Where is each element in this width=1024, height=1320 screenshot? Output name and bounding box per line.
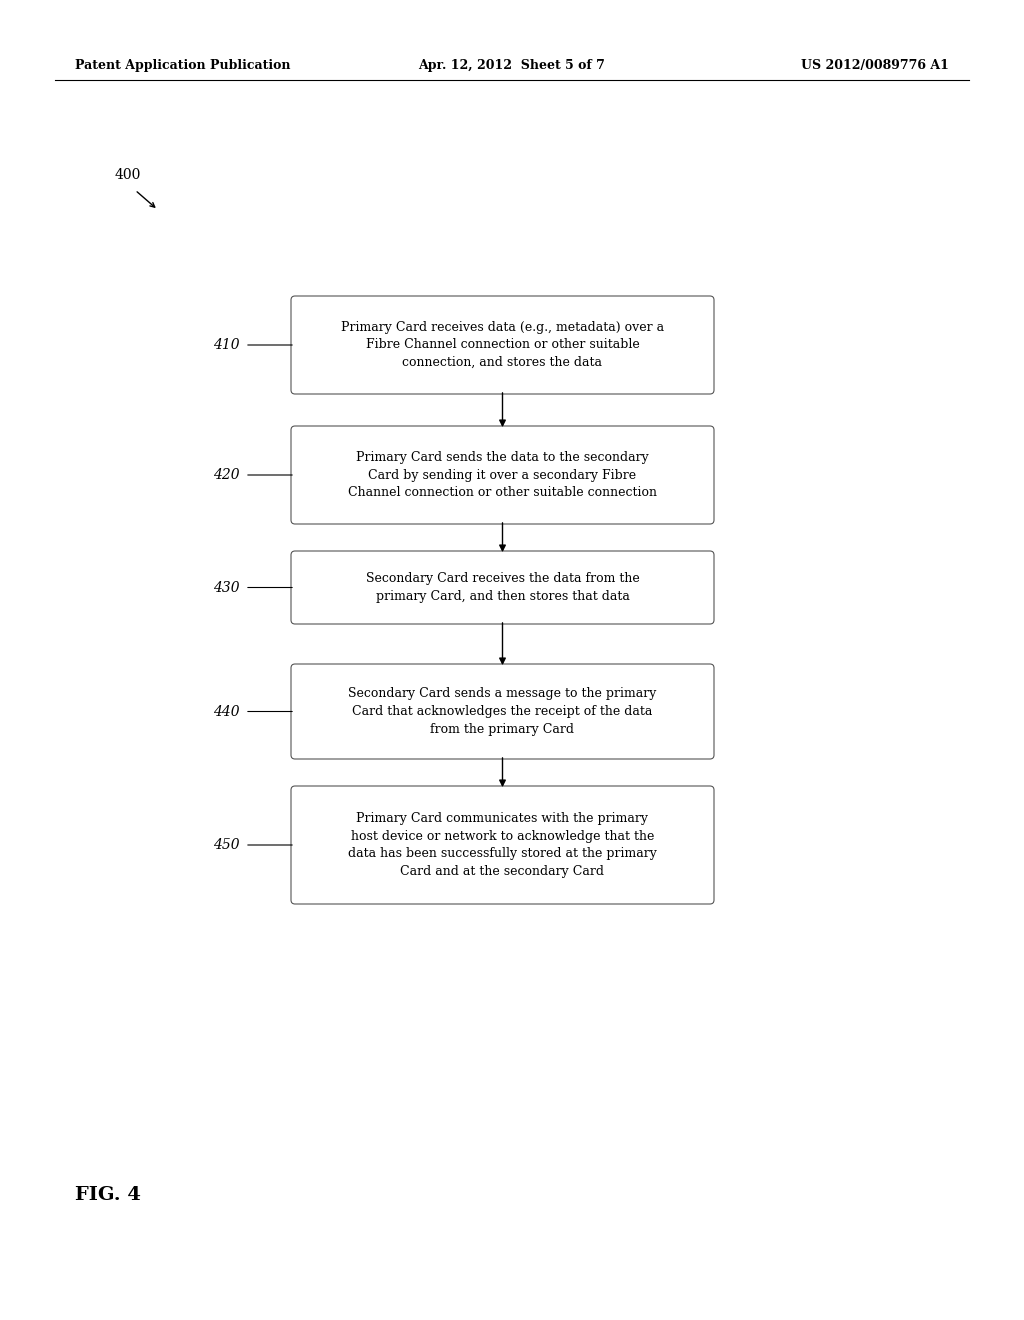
FancyBboxPatch shape bbox=[291, 664, 714, 759]
Text: Primary Card sends the data to the secondary
Card by sending it over a secondary: Primary Card sends the data to the secon… bbox=[348, 451, 657, 499]
Text: 400: 400 bbox=[115, 168, 141, 182]
FancyBboxPatch shape bbox=[291, 296, 714, 393]
Text: Secondary Card sends a message to the primary
Card that acknowledges the receipt: Secondary Card sends a message to the pr… bbox=[348, 688, 656, 735]
Text: Primary Card communicates with the primary
host device or network to acknowledge: Primary Card communicates with the prima… bbox=[348, 812, 657, 878]
Text: Secondary Card receives the data from the
primary Card, and then stores that dat: Secondary Card receives the data from th… bbox=[366, 573, 639, 603]
Text: Patent Application Publication: Patent Application Publication bbox=[75, 58, 291, 71]
FancyBboxPatch shape bbox=[291, 785, 714, 904]
Text: Primary Card receives data (e.g., metadata) over a
Fibre Channel connection or o: Primary Card receives data (e.g., metada… bbox=[341, 321, 664, 370]
Text: 410: 410 bbox=[213, 338, 240, 352]
FancyBboxPatch shape bbox=[291, 426, 714, 524]
Text: 440: 440 bbox=[213, 705, 240, 718]
Text: FIG. 4: FIG. 4 bbox=[75, 1185, 141, 1204]
Text: 450: 450 bbox=[213, 838, 240, 851]
Text: Apr. 12, 2012  Sheet 5 of 7: Apr. 12, 2012 Sheet 5 of 7 bbox=[419, 58, 605, 71]
FancyBboxPatch shape bbox=[291, 550, 714, 624]
Text: 430: 430 bbox=[213, 581, 240, 594]
Text: 420: 420 bbox=[213, 469, 240, 482]
Text: US 2012/0089776 A1: US 2012/0089776 A1 bbox=[801, 58, 949, 71]
